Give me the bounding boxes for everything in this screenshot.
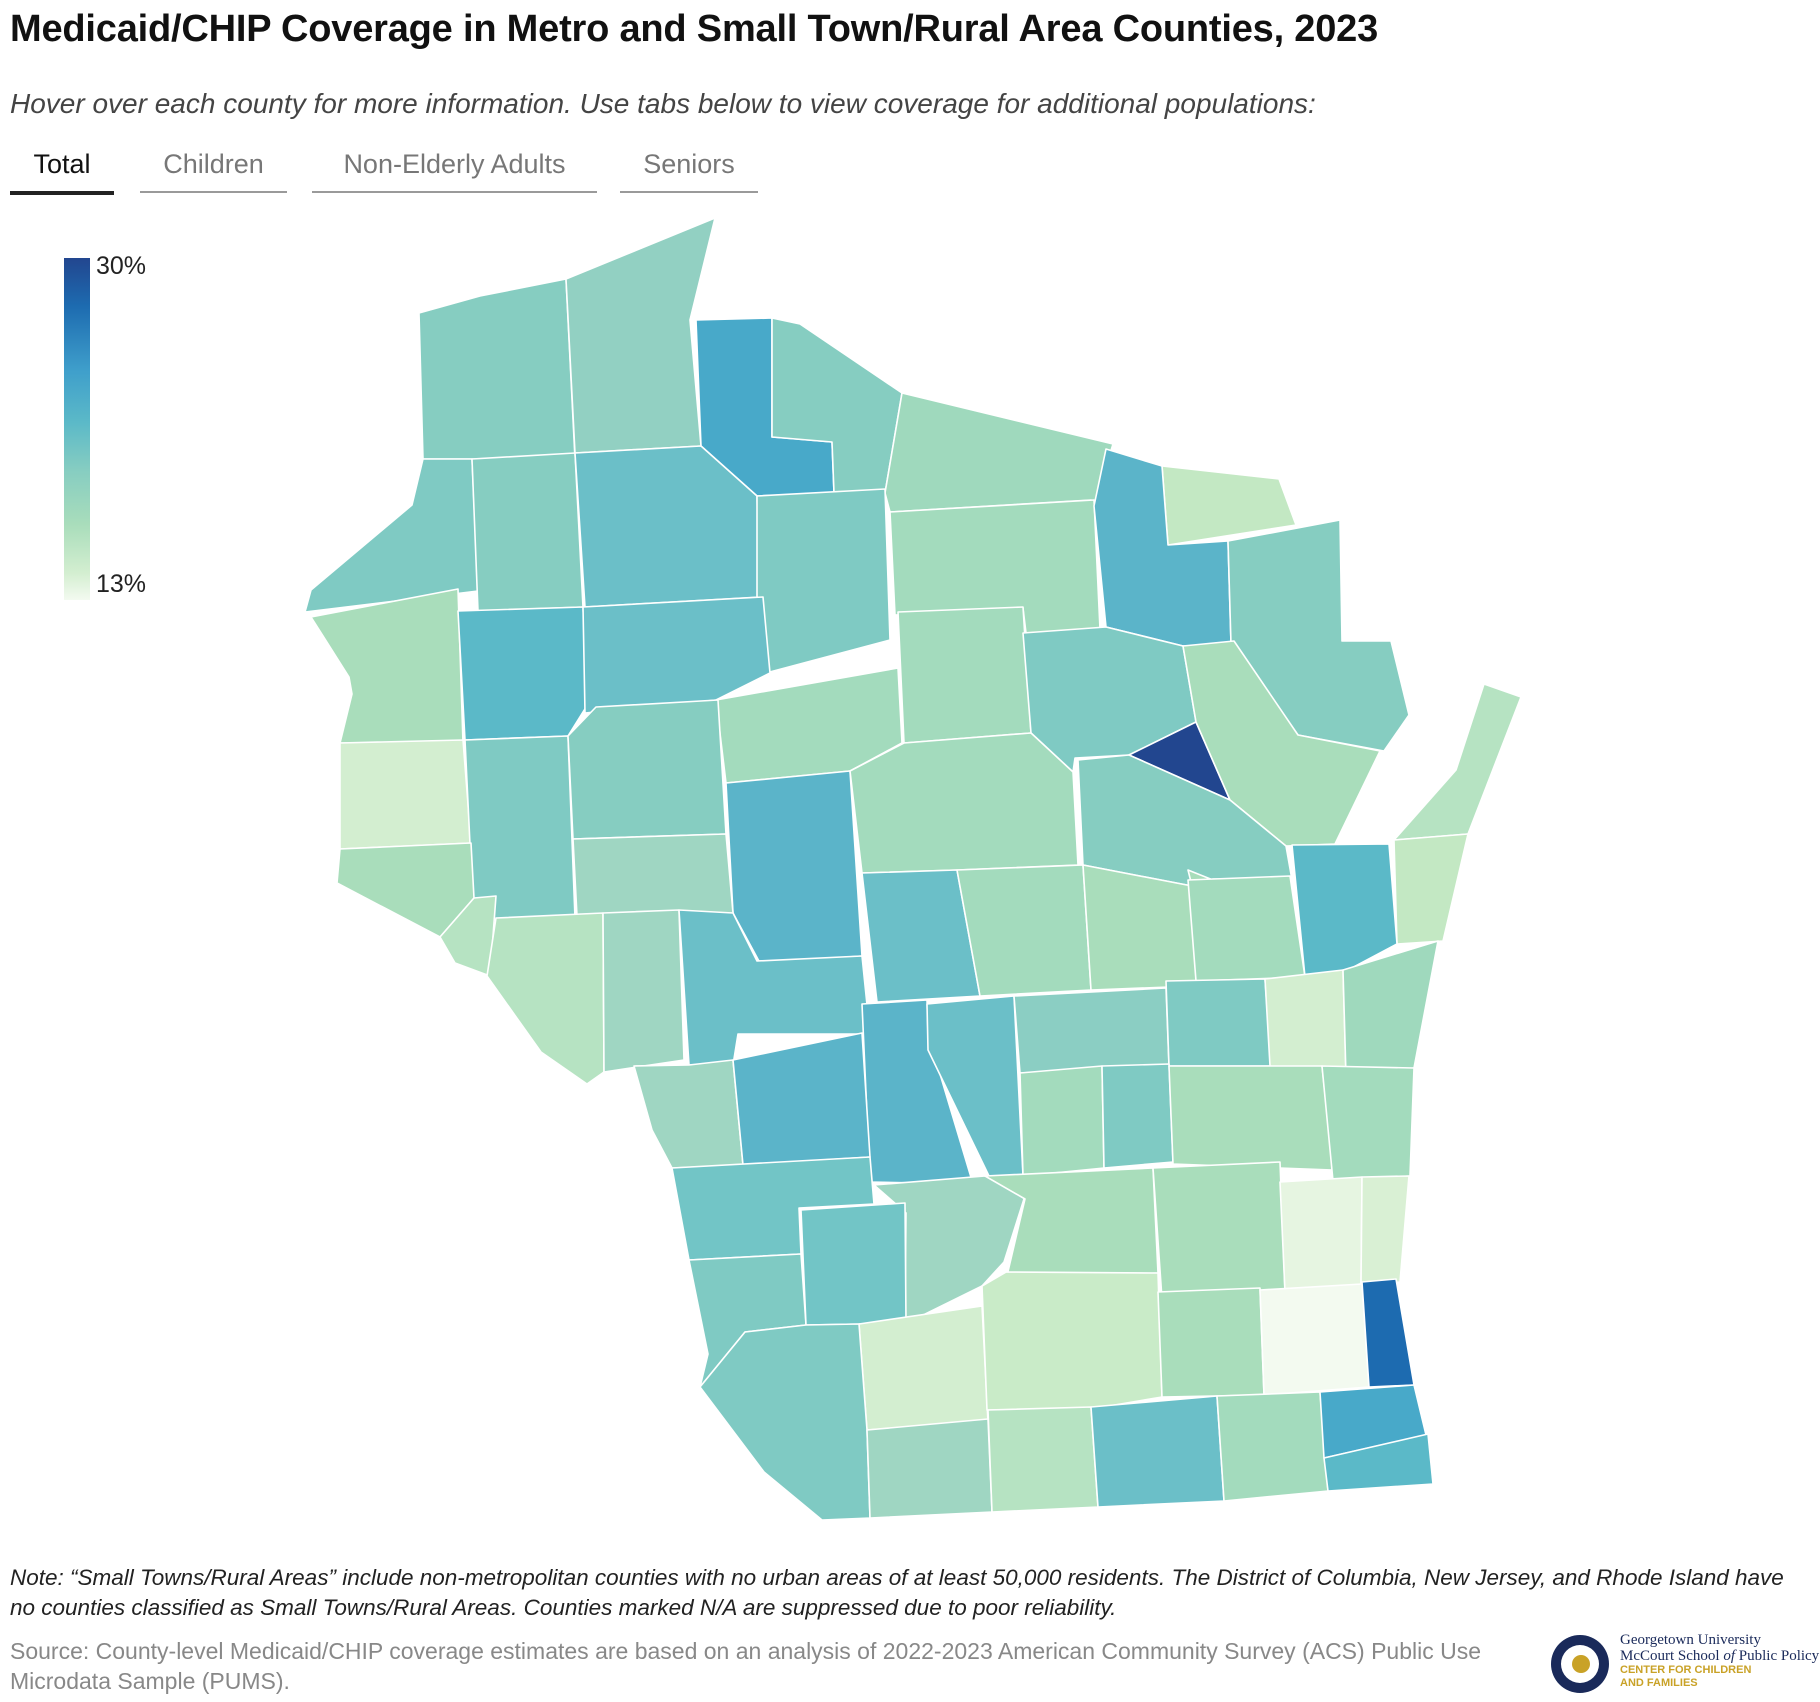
county-kewaunee[interactable] <box>1393 833 1469 945</box>
county-st-croix[interactable] <box>339 739 472 850</box>
source-text: Source: County-level Medicaid/CHIP cover… <box>10 1638 1482 1694</box>
county-milwaukee[interactable] <box>1361 1278 1415 1388</box>
logo-line-4: AND FAMILIES <box>1620 1677 1698 1689</box>
county-calumet[interactable] <box>1264 969 1347 1077</box>
wisconsin-county-map <box>304 217 1522 1521</box>
county-polk[interactable] <box>310 588 464 744</box>
county-bayfield[interactable] <box>565 217 716 454</box>
georgetown-logo: Georgetown University McCourt School of … <box>1548 1632 1819 1696</box>
county-waukesha[interactable] <box>1259 1283 1370 1396</box>
county-outagamie[interactable] <box>1187 875 1306 982</box>
county-clark[interactable] <box>725 770 863 964</box>
county-jefferson[interactable] <box>1157 1287 1265 1398</box>
county-la-crosse[interactable] <box>633 1059 744 1169</box>
county-lafayette[interactable] <box>866 1418 993 1519</box>
tab-children[interactable]: Children <box>140 143 287 193</box>
logo-line-1: Georgetown University <box>1620 1632 1761 1648</box>
tab-seniors[interactable]: Seniors <box>620 143 758 193</box>
county-monroe[interactable] <box>732 1032 871 1166</box>
logo-line-3: CENTER FOR CHILDREN <box>1620 1664 1752 1676</box>
county-pepin[interactable] <box>439 895 497 977</box>
county-buffalo[interactable] <box>486 912 605 1085</box>
county-walworth[interactable] <box>1216 1391 1329 1502</box>
county-rusk[interactable] <box>582 596 771 714</box>
county-portage[interactable] <box>956 864 1092 997</box>
county-green[interactable] <box>987 1406 1099 1513</box>
logo-emblem-icon <box>1551 1635 1609 1693</box>
legend-min-label: 13% <box>96 570 147 598</box>
county-winnebago[interactable] <box>1165 978 1272 1067</box>
legend-color-bar <box>64 258 90 600</box>
county-chippewa[interactable] <box>567 699 727 840</box>
county-lincoln[interactable] <box>897 606 1032 744</box>
county-marathon[interactable] <box>849 732 1079 874</box>
county-dodge[interactable] <box>1152 1161 1286 1300</box>
county-dane[interactable] <box>981 1271 1163 1411</box>
county-barron[interactable] <box>457 606 589 741</box>
county-washington[interactable] <box>1279 1176 1363 1293</box>
county-kenosha[interactable] <box>1323 1433 1434 1492</box>
county-trempealeau[interactable] <box>602 909 685 1073</box>
county-vilas[interactable] <box>884 392 1114 513</box>
logo-text: Georgetown University McCourt School of … <box>1620 1632 1819 1690</box>
page-subtitle: Hover over each county for more informat… <box>10 88 1316 119</box>
tab-total[interactable]: Total <box>10 143 114 195</box>
footnote: Note: “Small Towns/Rural Areas” include … <box>10 1565 1784 1620</box>
county-ozaukee[interactable] <box>1360 1175 1410 1287</box>
county-burnett[interactable] <box>304 458 479 613</box>
tab-non-elderly-adults[interactable]: Non-Elderly Adults <box>312 143 597 193</box>
legend-max-label: 30% <box>96 252 147 280</box>
county-sheboygan[interactable] <box>1321 1065 1415 1182</box>
county-door[interactable] <box>1393 683 1522 841</box>
county-douglas[interactable] <box>418 278 576 460</box>
county-iowa[interactable] <box>858 1305 989 1431</box>
county-green-lake[interactable] <box>1101 1063 1174 1169</box>
page-title: Medicaid/CHIP Coverage in Metro and Smal… <box>10 8 1379 50</box>
county-brown[interactable] <box>1291 843 1398 978</box>
county-fond-du-lac[interactable] <box>1168 1065 1334 1171</box>
county-richland[interactable] <box>800 1202 907 1326</box>
county-waushara[interactable] <box>1013 987 1170 1074</box>
county-marquette[interactable] <box>1019 1065 1105 1177</box>
county-rock[interactable] <box>1090 1395 1225 1508</box>
county-washburn[interactable] <box>471 452 584 612</box>
county-price[interactable] <box>756 488 891 674</box>
logo-line-2: McCourt School of Public Policy <box>1620 1648 1820 1664</box>
